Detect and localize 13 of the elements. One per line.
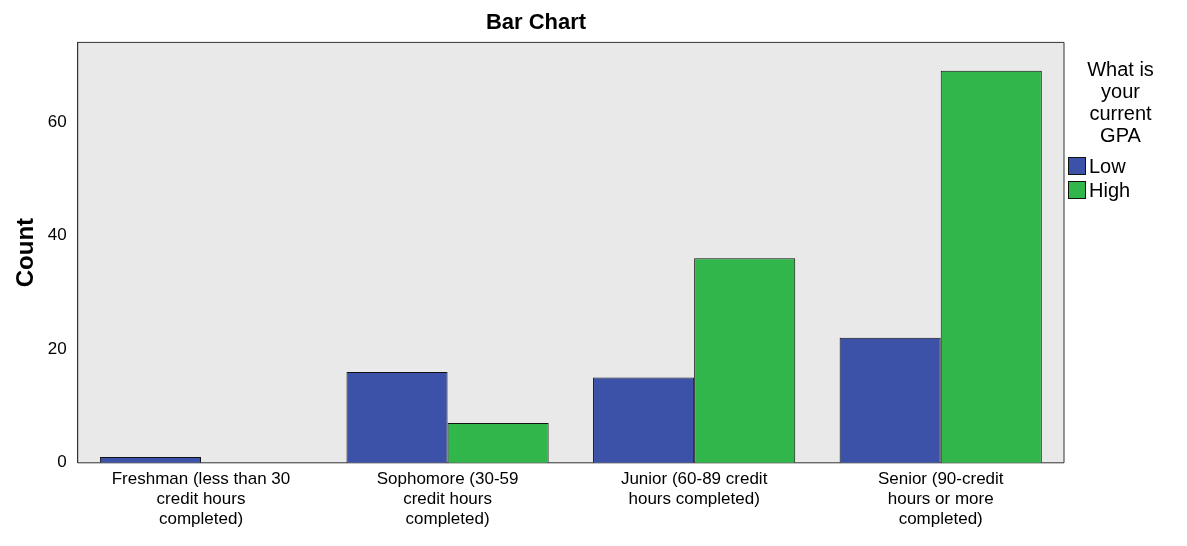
x-tick-label: Junior (60-89 credit hours completed) (620, 468, 768, 509)
y-axis-title: Count (11, 217, 39, 288)
y-tick-label: 60 (47, 111, 67, 131)
y-tick-label: 40 (47, 225, 67, 245)
legend-label: Low (1089, 154, 1126, 178)
chart-title: Bar Chart (485, 9, 587, 35)
y-tick-label: 20 (47, 338, 67, 358)
x-tick-label: Sophomore (30-59 credit hours completed) (376, 468, 519, 529)
legend-label: High (1089, 178, 1131, 202)
y-tick-label: 0 (57, 452, 67, 472)
x-tick-label: Freshman (less than 30 credit hours completed) (111, 468, 291, 529)
x-tick-label: Senior (90-credit hours or more completed) (877, 468, 1004, 529)
legend-title: What is your current GPA (1086, 58, 1155, 146)
